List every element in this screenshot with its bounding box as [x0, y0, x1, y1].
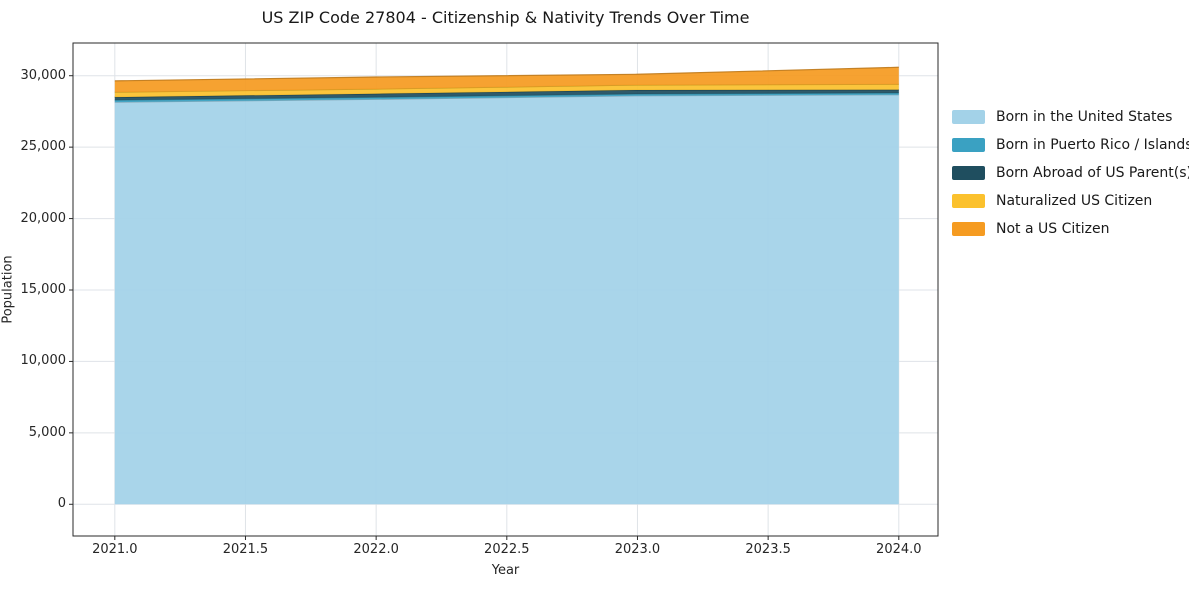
- area-edge: [114, 66, 899, 82]
- area-born-in-puerto-rico-islands: [114, 93, 899, 103]
- y-tick-label: 5,000: [28, 424, 66, 440]
- legend-swatch: [952, 166, 985, 180]
- legend-item: Naturalized US Citizen: [952, 194, 1189, 208]
- x-tick-label: 2021.0: [92, 542, 138, 557]
- legend-label: Naturalized US Citizen: [996, 193, 1153, 209]
- legend-item: Born Abroad of US Parent(s): [952, 166, 1189, 180]
- y-tick-label: 15,000: [20, 282, 67, 297]
- x-tick-label: 2021.5: [222, 542, 269, 557]
- x-tick-label: 2023.5: [745, 542, 791, 557]
- y-tick-label: 30,000: [20, 67, 67, 83]
- area-edge: [114, 89, 899, 98]
- legend-item: Born in Puerto Rico / Islands: [952, 138, 1189, 152]
- y-tick-label: 25,000: [20, 139, 67, 155]
- area-born-abroad-of-us-parent-s-: [114, 89, 899, 101]
- area-not-a-us-citizen: [114, 67, 899, 93]
- x-axis-label: Year: [491, 563, 520, 578]
- legend-label: Born in Puerto Rico / Islands: [996, 137, 1189, 153]
- legend-item: Born in the United States: [952, 110, 1189, 124]
- x-tick-label: 2022.5: [484, 542, 530, 557]
- legend: Born in the United States Born in Puerto …: [952, 110, 1189, 236]
- y-tick-label: 20,000: [20, 210, 67, 226]
- x-tick-label: 2022.0: [353, 542, 399, 557]
- legend-swatch: [952, 110, 985, 124]
- legend-swatch: [952, 222, 985, 236]
- legend-swatch: [952, 194, 985, 208]
- area-born-in-the-united-states: [114, 94, 899, 505]
- area-naturalized-us-citizen: [114, 84, 899, 98]
- legend-label: Born in the United States: [996, 109, 1173, 125]
- legend-label: Born Abroad of US Parent(s): [996, 165, 1189, 181]
- legend-label: Not a US Citizen: [996, 221, 1110, 237]
- legend-item: Not a US Citizen: [952, 222, 1189, 236]
- x-tick-label: 2023.0: [614, 542, 661, 557]
- legend-swatch: [952, 138, 985, 152]
- y-tick-label: 10,000: [20, 353, 67, 369]
- chart-title: US ZIP Code 27804 - Citizenship & Nativi…: [261, 8, 750, 27]
- y-tick-label: 0: [57, 496, 66, 512]
- x-tick-label: 2024.0: [876, 542, 922, 557]
